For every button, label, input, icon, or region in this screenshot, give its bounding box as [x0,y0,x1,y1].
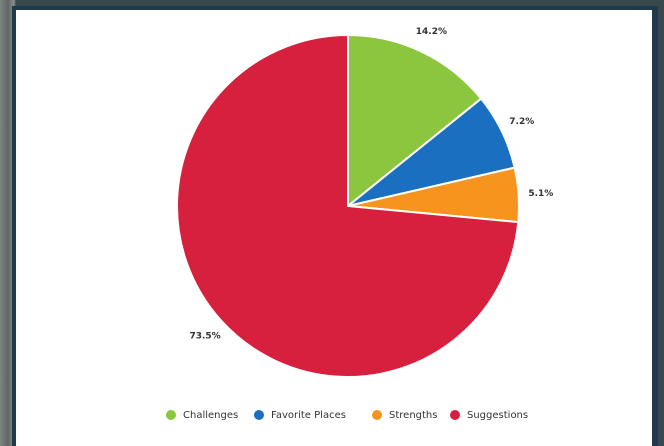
legend-swatch [372,410,382,420]
legend-swatch [450,410,460,420]
legend-label: Suggestions [467,410,528,421]
legend-swatch [254,410,264,420]
data-label: 5.1% [528,189,553,199]
pie-slice [176,33,520,378]
data-label: 73.5% [189,332,220,342]
pie-slice [347,33,483,209]
data-label: 7.2% [509,117,534,127]
legend-swatch [166,410,176,420]
legend-label: Challenges [183,410,238,421]
data-label: 14.2% [416,27,447,37]
legend-label: Strengths [389,410,437,421]
legend-label: Favorite Places [271,410,346,421]
